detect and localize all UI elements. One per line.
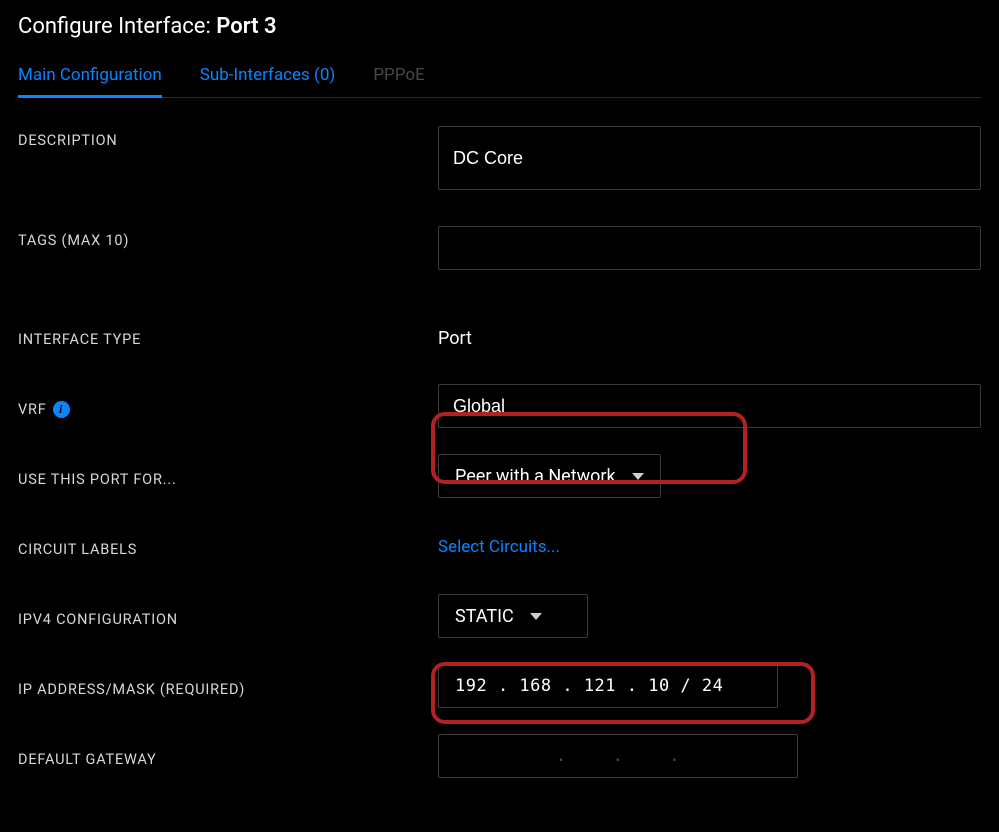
input-tags[interactable]	[438, 226, 981, 270]
row-circuit-labels: CIRCUIT LABELS Select Circuits...	[18, 518, 981, 574]
row-default-gateway: DEFAULT GATEWAY . . .	[18, 728, 981, 784]
gateway-dot: .	[556, 746, 567, 766]
label-default-gateway: DEFAULT GATEWAY	[18, 745, 438, 768]
row-vrf: VRF i	[18, 378, 981, 434]
row-description: DESCRIPTION	[18, 120, 981, 216]
gateway-dot: .	[613, 746, 624, 766]
label-ipv4-config: IPV4 CONFIGURATION	[18, 605, 438, 628]
row-tags: TAGS (MAX 10)	[18, 216, 981, 294]
tab-bar: Main Configuration Sub-Interfaces (0) PP…	[18, 63, 981, 98]
row-use-port-for: USE THIS PORT FOR... Peer with a Network	[18, 448, 981, 504]
form-body: DESCRIPTION TAGS (MAX 10) INTERFACE TYPE…	[18, 120, 981, 784]
label-circuit-labels: CIRCUIT LABELS	[18, 535, 438, 558]
page-title-prefix: Configure Interface:	[18, 14, 216, 39]
row-interface-type: INTERFACE TYPE Port	[18, 308, 981, 364]
label-use-port-for: USE THIS PORT FOR...	[18, 465, 438, 488]
config-panel: Configure Interface: Port 3 Main Configu…	[18, 14, 981, 784]
label-ip-address: IP ADDRESS/MASK (REQUIRED)	[18, 675, 438, 698]
input-default-gateway[interactable]: . . .	[438, 734, 798, 778]
value-interface-type: Port	[438, 324, 472, 349]
gateway-dot: .	[669, 746, 680, 766]
label-interface-type: INTERFACE TYPE	[18, 325, 438, 348]
input-ip-address[interactable]: 192 . 168 . 121 . 10 / 24	[438, 664, 778, 708]
input-description[interactable]	[438, 126, 981, 190]
chevron-down-icon	[530, 613, 542, 620]
label-vrf: VRF i	[18, 395, 438, 418]
tab-sub-interfaces[interactable]: Sub-Interfaces (0)	[200, 63, 336, 97]
label-vrf-text: VRF	[18, 401, 47, 418]
page-title: Configure Interface: Port 3	[18, 14, 981, 39]
input-vrf[interactable]	[438, 384, 981, 428]
link-select-circuits[interactable]: Select Circuits...	[438, 535, 560, 557]
select-ipv4-config[interactable]: STATIC	[438, 594, 588, 638]
tab-main-config[interactable]: Main Configuration	[18, 63, 162, 97]
label-tags: TAGS (MAX 10)	[18, 226, 438, 249]
select-use-port-for-value: Peer with a Network	[455, 466, 616, 487]
tab-pppoe: PPPoE	[373, 63, 424, 97]
select-use-port-for[interactable]: Peer with a Network	[438, 454, 661, 498]
info-icon[interactable]: i	[53, 401, 70, 418]
label-description: DESCRIPTION	[18, 126, 438, 149]
page-title-name: Port 3	[216, 14, 276, 39]
row-ipv4-config: IPV4 CONFIGURATION STATIC	[18, 588, 981, 644]
select-ipv4-config-value: STATIC	[455, 606, 514, 627]
chevron-down-icon	[632, 473, 644, 480]
row-ip-address: IP ADDRESS/MASK (REQUIRED) 192 . 168 . 1…	[18, 658, 981, 714]
